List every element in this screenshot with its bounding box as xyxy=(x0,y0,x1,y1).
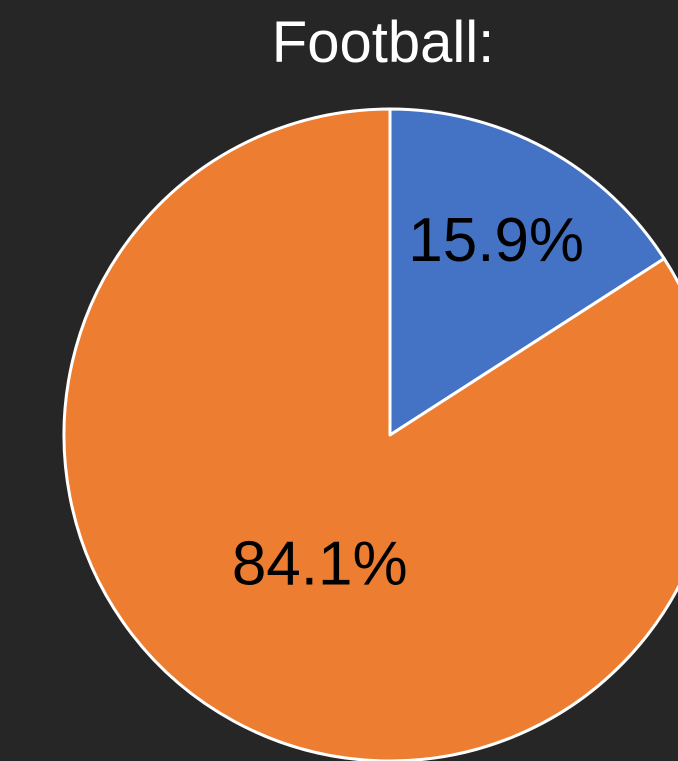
chart-title: Football: xyxy=(271,10,495,75)
slice-label-1: 15.9% xyxy=(408,206,584,275)
slice-label-2: 84.1% xyxy=(232,529,408,598)
pie-slice-1 xyxy=(388,107,666,437)
pie-slice-2 xyxy=(62,107,678,761)
